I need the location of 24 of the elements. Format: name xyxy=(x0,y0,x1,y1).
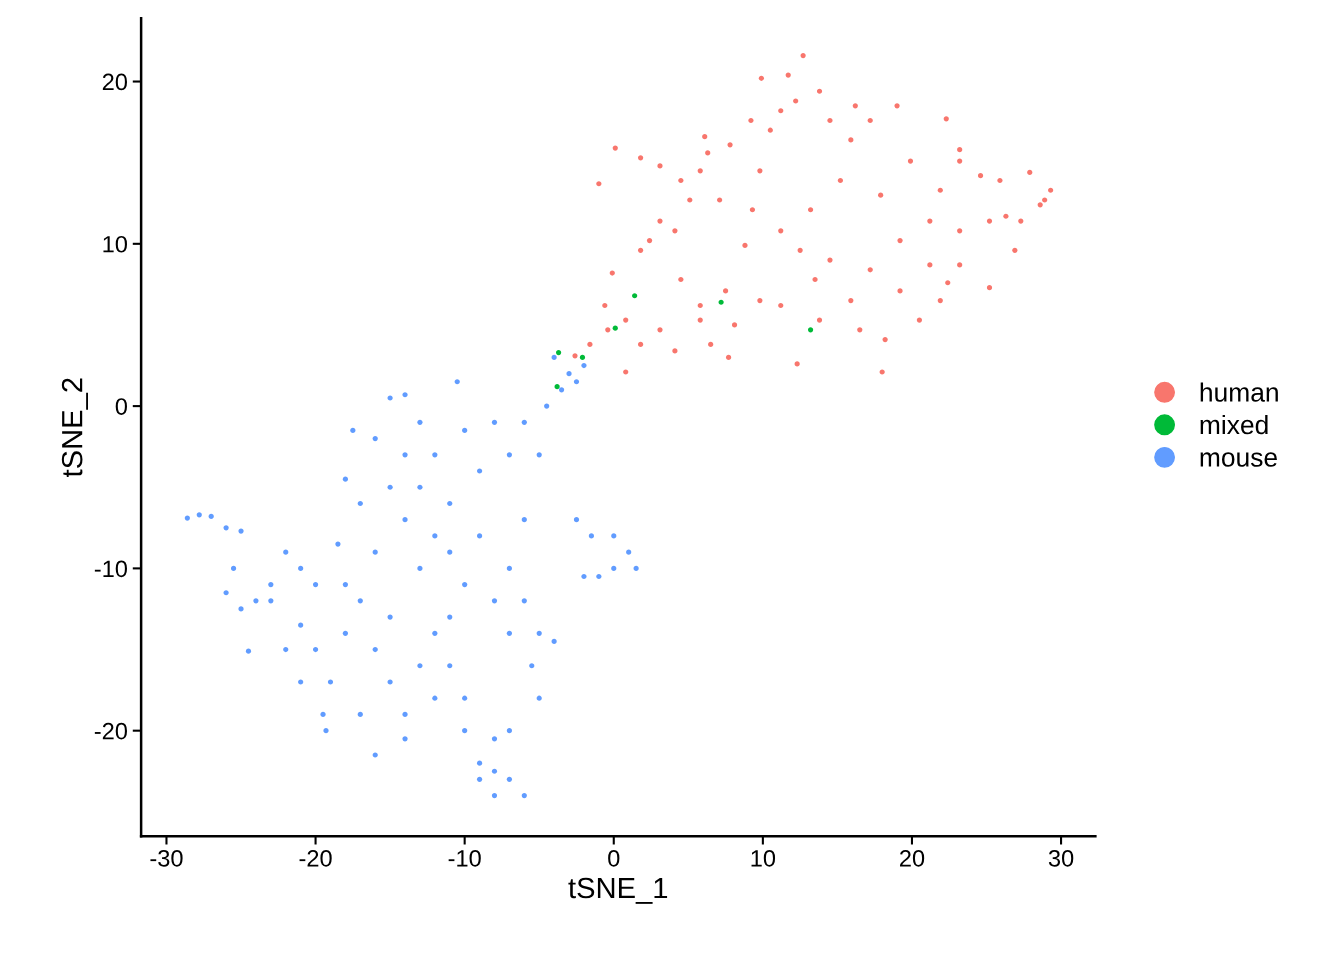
x-tick-label: 20 xyxy=(900,849,925,867)
y-tick-label: -10 xyxy=(94,560,128,578)
legend-label: mouse xyxy=(1200,452,1277,467)
point xyxy=(718,299,724,305)
x-tick-label: 30 xyxy=(1048,849,1074,867)
y-axis-title: tSNE_2 xyxy=(61,378,88,478)
y-tick-label: 0 xyxy=(115,398,127,415)
point xyxy=(554,384,560,390)
point xyxy=(612,325,618,331)
legend-label: mixed xyxy=(1200,414,1268,435)
x-tick-label: 10 xyxy=(751,849,776,867)
point xyxy=(632,293,638,299)
y-tick-label: 20 xyxy=(102,73,127,91)
legend-label: human xyxy=(1200,382,1278,402)
point xyxy=(556,349,562,356)
x-axis-title: tSNE_1 xyxy=(568,877,668,904)
point xyxy=(579,354,586,361)
x-tick-label: -20 xyxy=(299,849,332,867)
x-tick-label: 0 xyxy=(608,849,620,867)
y-tick-label: 10 xyxy=(103,235,127,253)
x-tick-label: -10 xyxy=(448,849,481,867)
point xyxy=(807,327,814,333)
x-tick-label: -30 xyxy=(150,849,183,867)
y-tick-label: -20 xyxy=(94,722,128,740)
